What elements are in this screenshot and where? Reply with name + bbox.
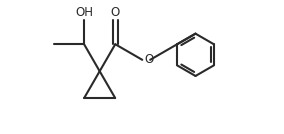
Text: O: O (111, 6, 120, 19)
Text: O: O (145, 53, 154, 66)
Text: OH: OH (75, 6, 93, 19)
